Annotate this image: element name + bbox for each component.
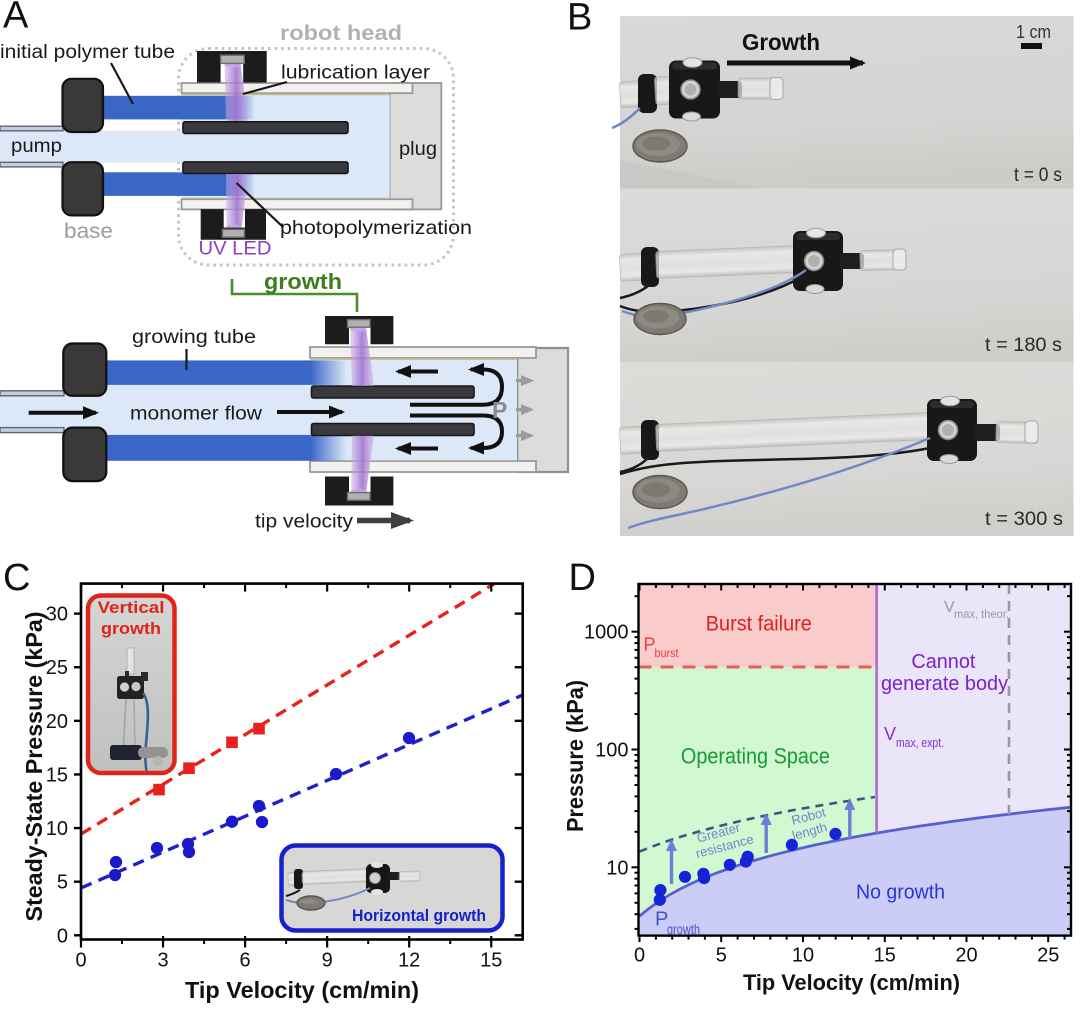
svg-text:t = 180 s: t = 180 s <box>985 335 1062 356</box>
svg-text:6: 6 <box>240 950 251 972</box>
svg-text:25: 25 <box>46 657 68 679</box>
svg-text:Horizontal growth: Horizontal growth <box>352 907 486 925</box>
svg-text:B: B <box>567 0 592 39</box>
svg-text:pump: pump <box>11 136 62 157</box>
svg-text:growth: growth <box>264 269 342 294</box>
svg-text:generate body: generate body <box>881 672 1009 695</box>
svg-text:10: 10 <box>792 945 814 967</box>
svg-text:V: V <box>944 599 955 616</box>
svg-text:No growth: No growth <box>856 881 945 904</box>
svg-text:10: 10 <box>46 818 68 840</box>
svg-text:25: 25 <box>1037 945 1059 967</box>
svg-text:burst: burst <box>655 646 680 660</box>
svg-text:Steady-State Pressure (kPa): Steady-State Pressure (kPa) <box>21 612 47 922</box>
svg-text:12: 12 <box>398 950 420 972</box>
svg-text:10: 10 <box>606 857 628 879</box>
svg-text:1 cm: 1 cm <box>1016 21 1051 42</box>
svg-text:Operating Space: Operating Space <box>681 744 830 769</box>
svg-text:C: C <box>3 557 30 599</box>
svg-text:photopolymerization: photopolymerization <box>280 217 472 239</box>
svg-text:Tip Velocity (cm/min): Tip Velocity (cm/min) <box>185 977 419 1003</box>
svg-text:Cannot: Cannot <box>911 650 975 673</box>
svg-text:robot head: robot head <box>280 22 402 45</box>
svg-text:Growth: Growth <box>742 29 820 55</box>
svg-text:30: 30 <box>46 604 68 626</box>
svg-text:A: A <box>3 0 29 37</box>
svg-text:20: 20 <box>955 945 977 967</box>
svg-text:growing tube: growing tube <box>132 326 256 348</box>
svg-text:t = 0 s: t = 0 s <box>1014 165 1062 186</box>
svg-text:plug: plug <box>399 139 437 160</box>
svg-text:P: P <box>655 909 668 931</box>
svg-text:max, expt.: max, expt. <box>896 736 944 750</box>
svg-text:3: 3 <box>157 950 168 972</box>
svg-text:P: P <box>492 397 507 423</box>
svg-text:15: 15 <box>874 945 896 967</box>
svg-text:growth: growth <box>101 620 161 638</box>
svg-text:20: 20 <box>46 711 68 733</box>
svg-text:D: D <box>569 557 596 599</box>
svg-text:1000: 1000 <box>584 622 629 644</box>
svg-text:5: 5 <box>57 872 68 894</box>
svg-text:Vertical: Vertical <box>98 599 165 617</box>
svg-text:growth: growth <box>667 922 700 937</box>
svg-text:15: 15 <box>480 950 502 972</box>
svg-text:Tip Velocity (cm/min): Tip Velocity (cm/min) <box>743 970 960 995</box>
svg-text:tip velocity: tip velocity <box>255 511 353 533</box>
svg-text:0: 0 <box>57 925 68 947</box>
svg-text:lubrication layer: lubrication layer <box>281 63 431 84</box>
svg-text:monomer flow: monomer flow <box>130 403 263 425</box>
svg-text:5: 5 <box>716 945 727 967</box>
svg-text:UV LED: UV LED <box>199 238 272 260</box>
svg-text:P: P <box>644 635 656 655</box>
svg-text:Pressure (kPa): Pressure (kPa) <box>562 680 588 832</box>
svg-text:100: 100 <box>595 740 628 762</box>
svg-text:t = 300 s: t = 300 s <box>985 509 1063 530</box>
svg-text:V: V <box>884 724 896 744</box>
svg-text:15: 15 <box>46 764 68 786</box>
svg-text:initial polymer tube: initial polymer tube <box>0 42 175 63</box>
svg-text:0: 0 <box>634 945 645 967</box>
svg-text:max, theor.: max, theor. <box>954 609 1009 621</box>
svg-text:9: 9 <box>322 950 333 972</box>
svg-text:Burst failure: Burst failure <box>706 613 812 636</box>
svg-text:base: base <box>64 220 113 243</box>
svg-text:0: 0 <box>75 950 86 972</box>
